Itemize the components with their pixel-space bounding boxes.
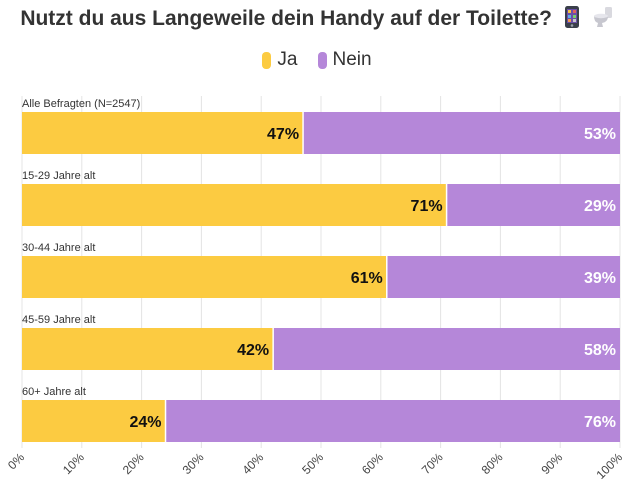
x-tick-label: 40% <box>239 450 266 477</box>
data-label-ja: 61% <box>351 270 383 287</box>
category-label: 30-44 Jahre alt <box>22 242 95 254</box>
category-label: 45-59 Jahre alt <box>22 314 95 326</box>
legend-label-ja: Ja <box>277 49 298 70</box>
legend-swatch-ja <box>262 51 272 69</box>
bar-nein <box>165 400 620 442</box>
x-tick-label: 80% <box>479 450 506 477</box>
legend-swatch-nein <box>317 51 327 69</box>
x-tick-label: 90% <box>538 450 565 477</box>
bar-ja <box>22 256 387 298</box>
bar-ja <box>22 328 274 370</box>
bar-nein <box>303 112 620 154</box>
chart-legend: Ja Nein <box>0 49 634 71</box>
toilet-icon <box>592 6 614 34</box>
bar-nein <box>386 256 620 298</box>
x-tick-label: 30% <box>180 450 207 477</box>
data-label-nein: 53% <box>584 126 616 143</box>
chart-title-text: Nutzt du aus Langeweile dein Handy auf d… <box>20 7 552 30</box>
x-tick-label: 100% <box>594 450 626 482</box>
x-tick-label: 70% <box>419 450 446 477</box>
mobile-phone-icon <box>564 6 580 34</box>
chart-title: Nutzt du aus Langeweile dein Handy auf d… <box>0 6 634 34</box>
data-label-nein: 39% <box>584 270 616 287</box>
x-tick-label: 20% <box>120 450 147 477</box>
bar-ja <box>22 184 447 226</box>
data-label-nein: 76% <box>584 414 616 431</box>
data-label-ja: 42% <box>237 342 269 359</box>
bar-nein <box>446 184 620 226</box>
bar-nein <box>273 328 620 370</box>
data-label-nein: 29% <box>584 198 616 215</box>
category-label: 60+ Jahre alt <box>22 386 86 398</box>
x-tick-label: 60% <box>359 450 386 477</box>
category-label: 15-29 Jahre alt <box>22 170 95 182</box>
data-label-ja: 24% <box>129 414 161 431</box>
bar-ja <box>22 112 304 154</box>
legend-label-nein: Nein <box>332 49 372 70</box>
data-label-nein: 58% <box>584 342 616 359</box>
bar-ja <box>22 400 166 442</box>
x-tick-label: 0% <box>5 450 27 472</box>
legend-item-nein: Nein <box>317 49 372 71</box>
x-tick-label: 10% <box>60 450 87 477</box>
data-label-ja: 47% <box>267 126 299 143</box>
x-tick-label: 50% <box>299 450 326 477</box>
data-label-ja: 71% <box>411 198 443 215</box>
category-label: Alle Befragten (N=2547) <box>22 98 140 110</box>
legend-item-ja: Ja <box>262 49 298 71</box>
